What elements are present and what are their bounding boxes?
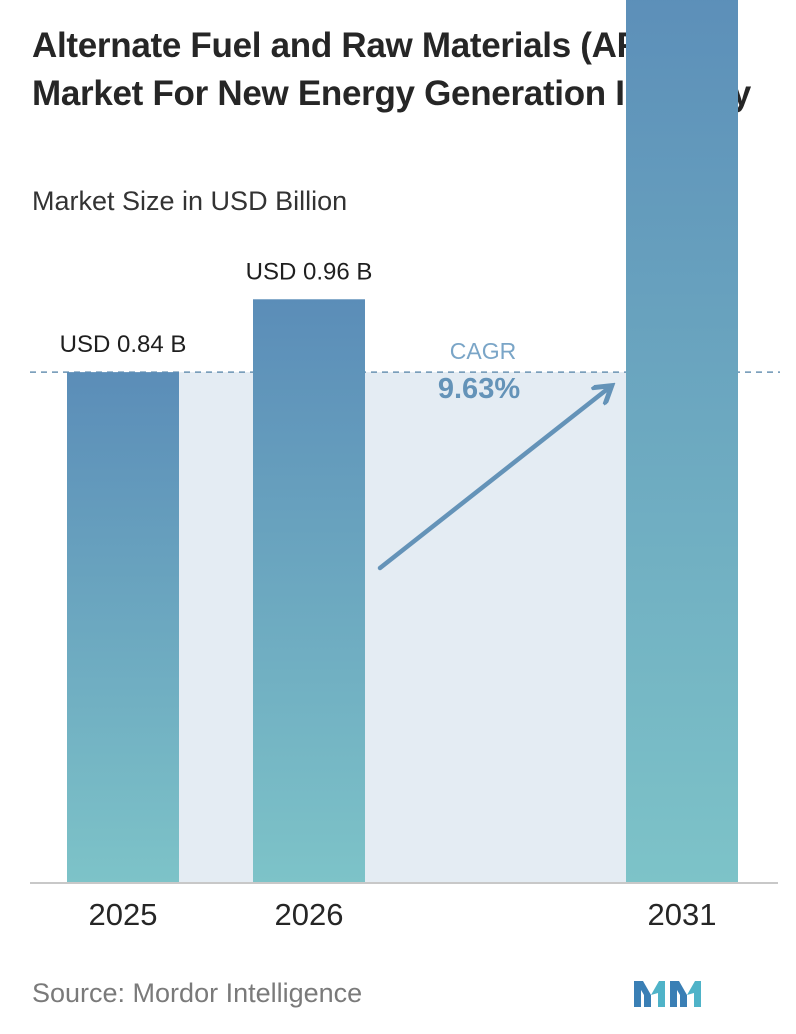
data-label-2025: USD 0.84 B bbox=[60, 331, 187, 358]
mordor-intelligence-logo-icon bbox=[634, 981, 701, 1007]
x-tick-label-2025: 2025 bbox=[89, 897, 158, 932]
cagr-value: 9.63% bbox=[438, 373, 520, 405]
cagr-label: CAGR bbox=[450, 338, 516, 364]
x-tick-label-2026: 2026 bbox=[275, 897, 344, 932]
bar-2025 bbox=[67, 372, 179, 882]
growth-band bbox=[179, 372, 626, 882]
x-tick-label-2031: 2031 bbox=[648, 897, 717, 932]
bar-2026 bbox=[253, 299, 365, 882]
bar-2031 bbox=[626, 0, 738, 883]
cagr-arrow bbox=[377, 387, 610, 571]
data-label-2026: USD 0.96 B bbox=[246, 258, 373, 285]
source-note: Source: Mordor Intelligence bbox=[32, 978, 363, 1008]
chart-subtitle: Market Size in USD Billion bbox=[32, 186, 348, 216]
